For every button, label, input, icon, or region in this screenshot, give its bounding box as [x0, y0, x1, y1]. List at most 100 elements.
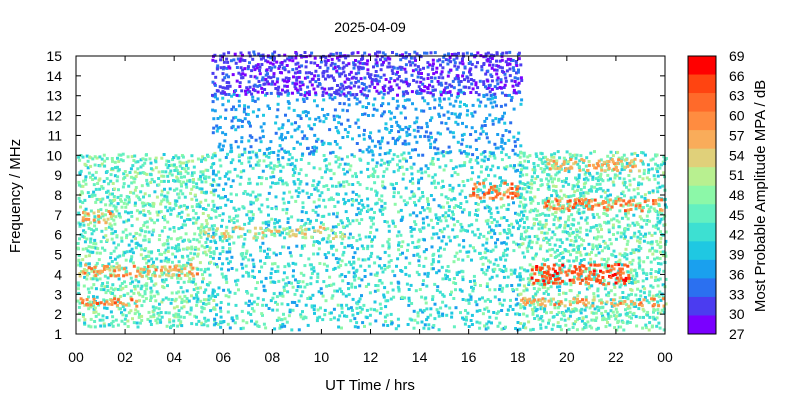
data-point [584, 176, 588, 180]
data-point [539, 323, 543, 327]
data-point [330, 246, 334, 250]
data-point [94, 274, 98, 277]
data-point [478, 297, 482, 301]
data-point [98, 155, 102, 159]
data-point [594, 253, 598, 257]
data-point [172, 163, 176, 167]
data-point [287, 158, 291, 162]
data-point [387, 163, 390, 167]
data-point [421, 283, 425, 286]
data-point [504, 79, 508, 83]
data-point [325, 69, 329, 73]
data-point [102, 322, 106, 326]
data-point [452, 281, 456, 285]
data-point [474, 83, 478, 87]
data-point [291, 308, 295, 312]
data-point [408, 60, 412, 64]
data-point [582, 168, 585, 172]
data-point [154, 306, 158, 310]
data-point [240, 309, 244, 313]
data-point [126, 325, 130, 328]
data-point [160, 189, 164, 193]
data-point [306, 217, 310, 221]
data-point [99, 240, 103, 244]
data-point [579, 259, 583, 262]
data-point [301, 97, 305, 101]
data-point [150, 250, 154, 254]
data-point [239, 327, 243, 331]
data-point [520, 232, 523, 236]
data-point [468, 70, 471, 74]
data-point [302, 273, 306, 277]
data-point [480, 268, 484, 272]
data-point [584, 323, 588, 326]
data-point [134, 308, 138, 312]
data-point [358, 61, 362, 65]
data-point [501, 147, 505, 151]
data-point [169, 169, 173, 173]
data-point [175, 291, 179, 295]
data-point [438, 290, 442, 294]
data-point [358, 306, 362, 310]
data-point [387, 224, 391, 228]
data-point [563, 226, 567, 230]
data-point [78, 158, 82, 162]
data-point [585, 287, 589, 291]
data-point [149, 181, 153, 184]
data-point [440, 70, 444, 74]
data-point [403, 157, 407, 161]
data-point [558, 203, 562, 207]
data-point [187, 280, 191, 284]
data-point [509, 164, 513, 168]
data-point [466, 76, 470, 80]
data-point [351, 297, 355, 301]
data-point [164, 278, 168, 282]
data-point [218, 235, 222, 239]
data-point [433, 140, 437, 144]
data-point [576, 203, 579, 207]
data-point [243, 104, 247, 108]
data-point [456, 74, 460, 78]
data-point [330, 61, 334, 65]
data-point [417, 85, 421, 89]
data-point [248, 134, 252, 138]
data-point [450, 216, 453, 220]
data-point [479, 284, 482, 287]
data-point [265, 154, 268, 158]
data-point [505, 219, 509, 222]
data-point [426, 77, 430, 80]
data-point [308, 71, 311, 75]
data-point [486, 97, 490, 101]
data-point [93, 306, 97, 310]
data-point [251, 201, 255, 205]
data-point [448, 183, 452, 187]
data-point [248, 85, 252, 89]
data-point [491, 63, 495, 67]
data-point [143, 221, 147, 225]
data-point [209, 183, 213, 186]
data-point [405, 134, 409, 138]
data-point [500, 309, 504, 312]
data-point [446, 201, 450, 205]
data-point [261, 303, 265, 307]
data-point [391, 136, 395, 140]
data-point [517, 68, 520, 72]
data-point [395, 234, 399, 238]
data-point [257, 207, 261, 211]
data-point [367, 208, 371, 212]
data-point [177, 227, 181, 231]
data-point [262, 159, 266, 163]
data-point [202, 207, 205, 211]
data-point [93, 265, 97, 269]
data-point [516, 312, 520, 316]
data-point [351, 183, 355, 186]
data-point [228, 170, 232, 174]
data-point [273, 65, 277, 69]
data-point [103, 306, 107, 310]
data-point [313, 133, 317, 137]
data-point [286, 57, 290, 61]
data-point [260, 63, 264, 66]
data-point [82, 223, 86, 227]
data-point [490, 190, 494, 194]
data-point [170, 173, 174, 177]
